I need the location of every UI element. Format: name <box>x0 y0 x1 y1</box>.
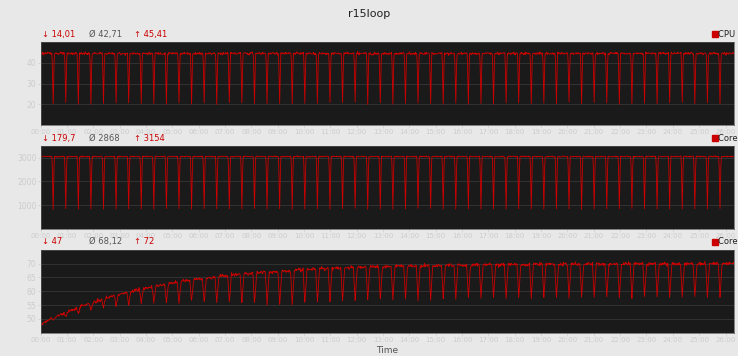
Text: Ø 68,12: Ø 68,12 <box>89 237 123 246</box>
Text: Ø 2868: Ø 2868 <box>89 134 120 143</box>
Text: ↑ 3154: ↑ 3154 <box>134 134 165 143</box>
Text: ↓ 179,7: ↓ 179,7 <box>42 134 75 143</box>
Text: ↓ 47: ↓ 47 <box>42 237 62 246</box>
Text: Core Temperatures (avg) [°C]: Core Temperatures (avg) [°C] <box>717 237 738 246</box>
Text: ↑ 45,41: ↑ 45,41 <box>134 30 168 39</box>
Text: ↑ 72: ↑ 72 <box>134 237 154 246</box>
Text: CPU Package Power [W]: CPU Package Power [W] <box>717 30 738 39</box>
Text: ↓ 14,01: ↓ 14,01 <box>42 30 75 39</box>
Text: r15loop: r15loop <box>348 9 390 19</box>
Text: Core Effective Clocks (avg) [MHz]: Core Effective Clocks (avg) [MHz] <box>717 134 738 143</box>
X-axis label: Time: Time <box>376 346 399 355</box>
Text: Ø 42,71: Ø 42,71 <box>89 30 123 39</box>
